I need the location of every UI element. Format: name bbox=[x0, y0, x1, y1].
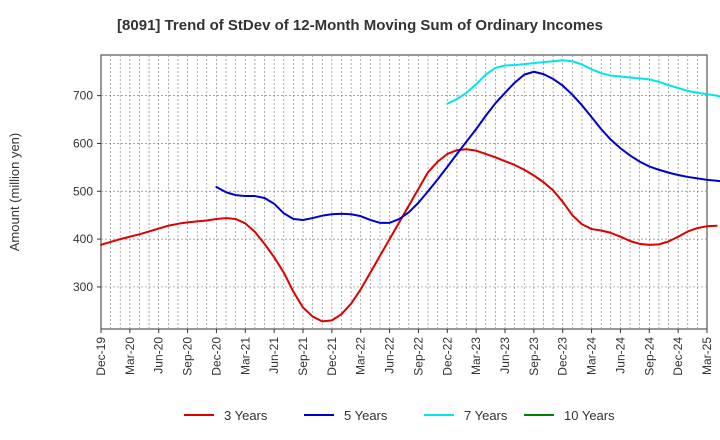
x-tick-label: Jun-23 bbox=[498, 337, 512, 374]
legend-label-7-years: 7 Years bbox=[464, 408, 508, 423]
y-tick-label: 300 bbox=[73, 280, 93, 294]
plot-area bbox=[100, 54, 708, 330]
x-tick-label: Mar-23 bbox=[469, 337, 483, 375]
y-tick-label: 700 bbox=[73, 89, 93, 103]
x-tick-label: Dec-24 bbox=[671, 337, 685, 376]
x-tick-label: Mar-22 bbox=[354, 337, 368, 375]
series-line-7-years bbox=[446, 59, 720, 105]
x-tick-label: Jun-20 bbox=[152, 337, 166, 374]
y-tick-label: 500 bbox=[73, 184, 93, 198]
y-tick-label: 400 bbox=[73, 232, 93, 246]
chart-title: [8091] Trend of StDev of 12-Month Moving… bbox=[117, 17, 603, 34]
x-tick-label: Sep-22 bbox=[411, 337, 425, 376]
series-line-5-years bbox=[215, 70, 720, 224]
series-line-3-years bbox=[100, 148, 718, 323]
legend: 3 Years 5 Years 7 Years 10 Years bbox=[184, 408, 615, 423]
x-tick-label: Dec-20 bbox=[209, 337, 223, 376]
x-tick-label: Jun-24 bbox=[613, 337, 627, 374]
x-tick-label: Jun-22 bbox=[383, 337, 397, 374]
x-tick-label: Dec-22 bbox=[440, 337, 454, 376]
x-tick-label: Sep-24 bbox=[642, 337, 656, 376]
x-tick-label: Mar-20 bbox=[123, 337, 137, 375]
x-tick-label: Dec-23 bbox=[556, 337, 570, 376]
y-axis-ticks: 300 400 500 600 700 bbox=[73, 89, 101, 294]
legend-label-5-years: 5 Years bbox=[344, 408, 388, 423]
x-tick-label: Mar-24 bbox=[585, 337, 599, 375]
legend-label-3-years: 3 Years bbox=[224, 408, 268, 423]
y-axis-label: Amount (million yen) bbox=[7, 133, 22, 252]
x-tick-label: Mar-21 bbox=[238, 337, 252, 375]
x-tick-label: Sep-21 bbox=[296, 337, 310, 376]
x-tick-label: Jun-21 bbox=[267, 337, 281, 374]
series-lines bbox=[100, 59, 720, 323]
x-axis-ticks: Dec-19 Mar-20 Jun-20 Sep-20 Dec-20 Mar-21 Jun-… bbox=[94, 329, 714, 376]
x-tick-label: Mar-25 bbox=[700, 337, 714, 375]
x-tick-label: Sep-23 bbox=[527, 337, 541, 376]
x-tick-label: Sep-20 bbox=[181, 337, 195, 376]
y-tick-label: 600 bbox=[73, 136, 93, 150]
legend-label-10-years: 10 Years bbox=[564, 408, 615, 423]
x-tick-label: Dec-19 bbox=[94, 337, 108, 376]
x-tick-label: Dec-21 bbox=[325, 337, 339, 376]
